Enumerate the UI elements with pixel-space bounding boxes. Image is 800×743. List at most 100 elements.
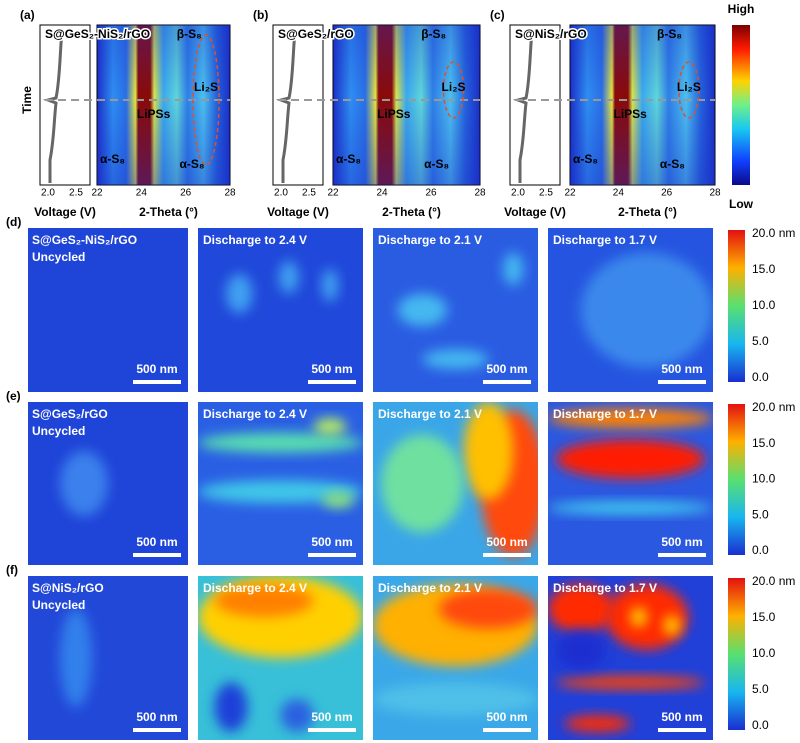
voltage-tick: 2.5 xyxy=(69,188,83,199)
afm-feature xyxy=(503,252,524,286)
image-title: Discharge to 2.4 V xyxy=(203,581,307,595)
height-colorbar xyxy=(728,578,745,730)
colorbar-tick: 5.0 xyxy=(752,682,769,696)
afm-feature xyxy=(548,408,713,429)
image-title: Discharge to 2.1 V xyxy=(378,407,482,421)
theta-tick: 24 xyxy=(376,188,388,199)
image-title: Discharge to 2.4 V xyxy=(203,407,307,421)
theta-label: 2-Theta (°) xyxy=(618,205,677,219)
theta-tick: 28 xyxy=(474,188,486,199)
afm-feature xyxy=(422,349,489,370)
scale-bar-label: 500 nm xyxy=(136,535,177,549)
theta-tick: 28 xyxy=(224,188,236,199)
afm-image xyxy=(373,576,538,740)
scale-bar-label: 500 nm xyxy=(311,710,352,724)
li2s-region xyxy=(192,34,220,166)
sample-state: Uncycled xyxy=(32,598,85,612)
beta-label: β-S₈ xyxy=(657,27,682,41)
sample-name: S@NiS₂/rGO xyxy=(32,581,104,595)
colorbar-tick: 15.0 xyxy=(752,436,776,450)
sample-state: Uncycled xyxy=(32,250,85,264)
scale-bar-label: 500 nm xyxy=(486,535,527,549)
theta-tick: 22 xyxy=(91,188,103,199)
afm-background xyxy=(198,228,363,392)
afm-feature xyxy=(313,418,347,435)
afm-feature xyxy=(214,682,248,732)
li2s-label: Li₂S xyxy=(194,80,218,94)
afm-feature xyxy=(60,608,92,708)
row-label: (e) xyxy=(6,389,21,403)
scale-bar xyxy=(133,380,181,384)
colorbar-tick: 20.0 nm xyxy=(752,574,795,588)
xrd-shade xyxy=(97,25,230,185)
image-title: Discharge to 1.7 V xyxy=(553,233,657,247)
row-label: (f) xyxy=(6,563,18,577)
image-title: Discharge to 2.4 V xyxy=(203,233,307,247)
title: S@NiS₂/rGO xyxy=(515,27,587,41)
image-title: Discharge to 1.7 V xyxy=(553,581,657,595)
afm-feature xyxy=(278,260,299,294)
theta-tick: 26 xyxy=(425,188,437,199)
afm-image xyxy=(198,576,363,740)
alpha-right-label: α-S₈ xyxy=(179,157,204,171)
image-title: Discharge to 1.7 V xyxy=(553,407,657,421)
voltage-tick: 2.0 xyxy=(41,188,55,199)
afm-feature xyxy=(630,607,647,627)
afm-feature xyxy=(548,501,713,515)
time-label: Time xyxy=(20,86,34,114)
li2s-label: Li₂S xyxy=(677,80,701,94)
colorbar-tick: 15.0 xyxy=(752,262,776,276)
scale-bar-label: 500 nm xyxy=(486,362,527,376)
colorbar-high: High xyxy=(728,2,755,16)
scale-bar xyxy=(483,380,531,384)
colorbar-tick: 0.0 xyxy=(752,718,769,732)
voltage-tick: 2.5 xyxy=(539,188,553,199)
lipss-label: LiPSs xyxy=(614,107,648,121)
li2s-region xyxy=(678,61,700,119)
scale-bar-label: 500 nm xyxy=(661,362,702,376)
title: S@GeS₂/rGO xyxy=(278,27,354,41)
alpha-left-label: α-S₈ xyxy=(336,152,361,166)
title: S@GeS₂-NiS₂/rGO xyxy=(45,27,150,41)
scale-bar xyxy=(658,728,706,732)
theta-label: 2-Theta (°) xyxy=(139,205,198,219)
colorbar-tick: 0.0 xyxy=(752,543,769,557)
afm-image xyxy=(548,228,713,392)
afm-image xyxy=(548,402,713,565)
scale-bar xyxy=(658,380,706,384)
afm-feature xyxy=(556,439,705,479)
afm-image xyxy=(373,228,538,392)
afm-image xyxy=(373,402,538,565)
afm-feature xyxy=(321,491,355,508)
panel-label: (a) xyxy=(20,8,35,22)
panel-label: (c) xyxy=(490,8,505,22)
beta-label: β-S₈ xyxy=(421,27,446,41)
sample-name: S@GeS₂-NiS₂/rGO xyxy=(32,233,137,247)
colorbar-tick: 15.0 xyxy=(752,610,776,624)
afm-image xyxy=(28,228,188,392)
scale-bar-label: 500 nm xyxy=(661,535,702,549)
top-colorbar xyxy=(732,25,750,185)
afm-background xyxy=(28,228,188,392)
afm-feature xyxy=(373,682,538,716)
afm-feature xyxy=(439,589,538,629)
theta-tick: 22 xyxy=(564,188,576,199)
voltage-label: Voltage (V) xyxy=(504,205,566,219)
voltage-box xyxy=(39,24,91,186)
afm-feature xyxy=(463,402,514,500)
afm-image xyxy=(198,402,363,565)
scale-bar-label: 500 nm xyxy=(136,362,177,376)
theta-tick: 24 xyxy=(613,188,625,199)
afm-feature xyxy=(556,630,606,670)
theta-tick: 28 xyxy=(709,188,721,199)
afm-feature xyxy=(214,584,314,617)
li2s-label: Li₂S xyxy=(442,80,466,94)
voltage-tick: 2.0 xyxy=(511,188,525,199)
afm-feature xyxy=(198,432,363,453)
scale-bar-label: 500 nm xyxy=(661,710,702,724)
lipss-label: LiPSs xyxy=(137,107,171,121)
afm-image xyxy=(198,228,363,392)
afm-feature xyxy=(548,584,614,634)
